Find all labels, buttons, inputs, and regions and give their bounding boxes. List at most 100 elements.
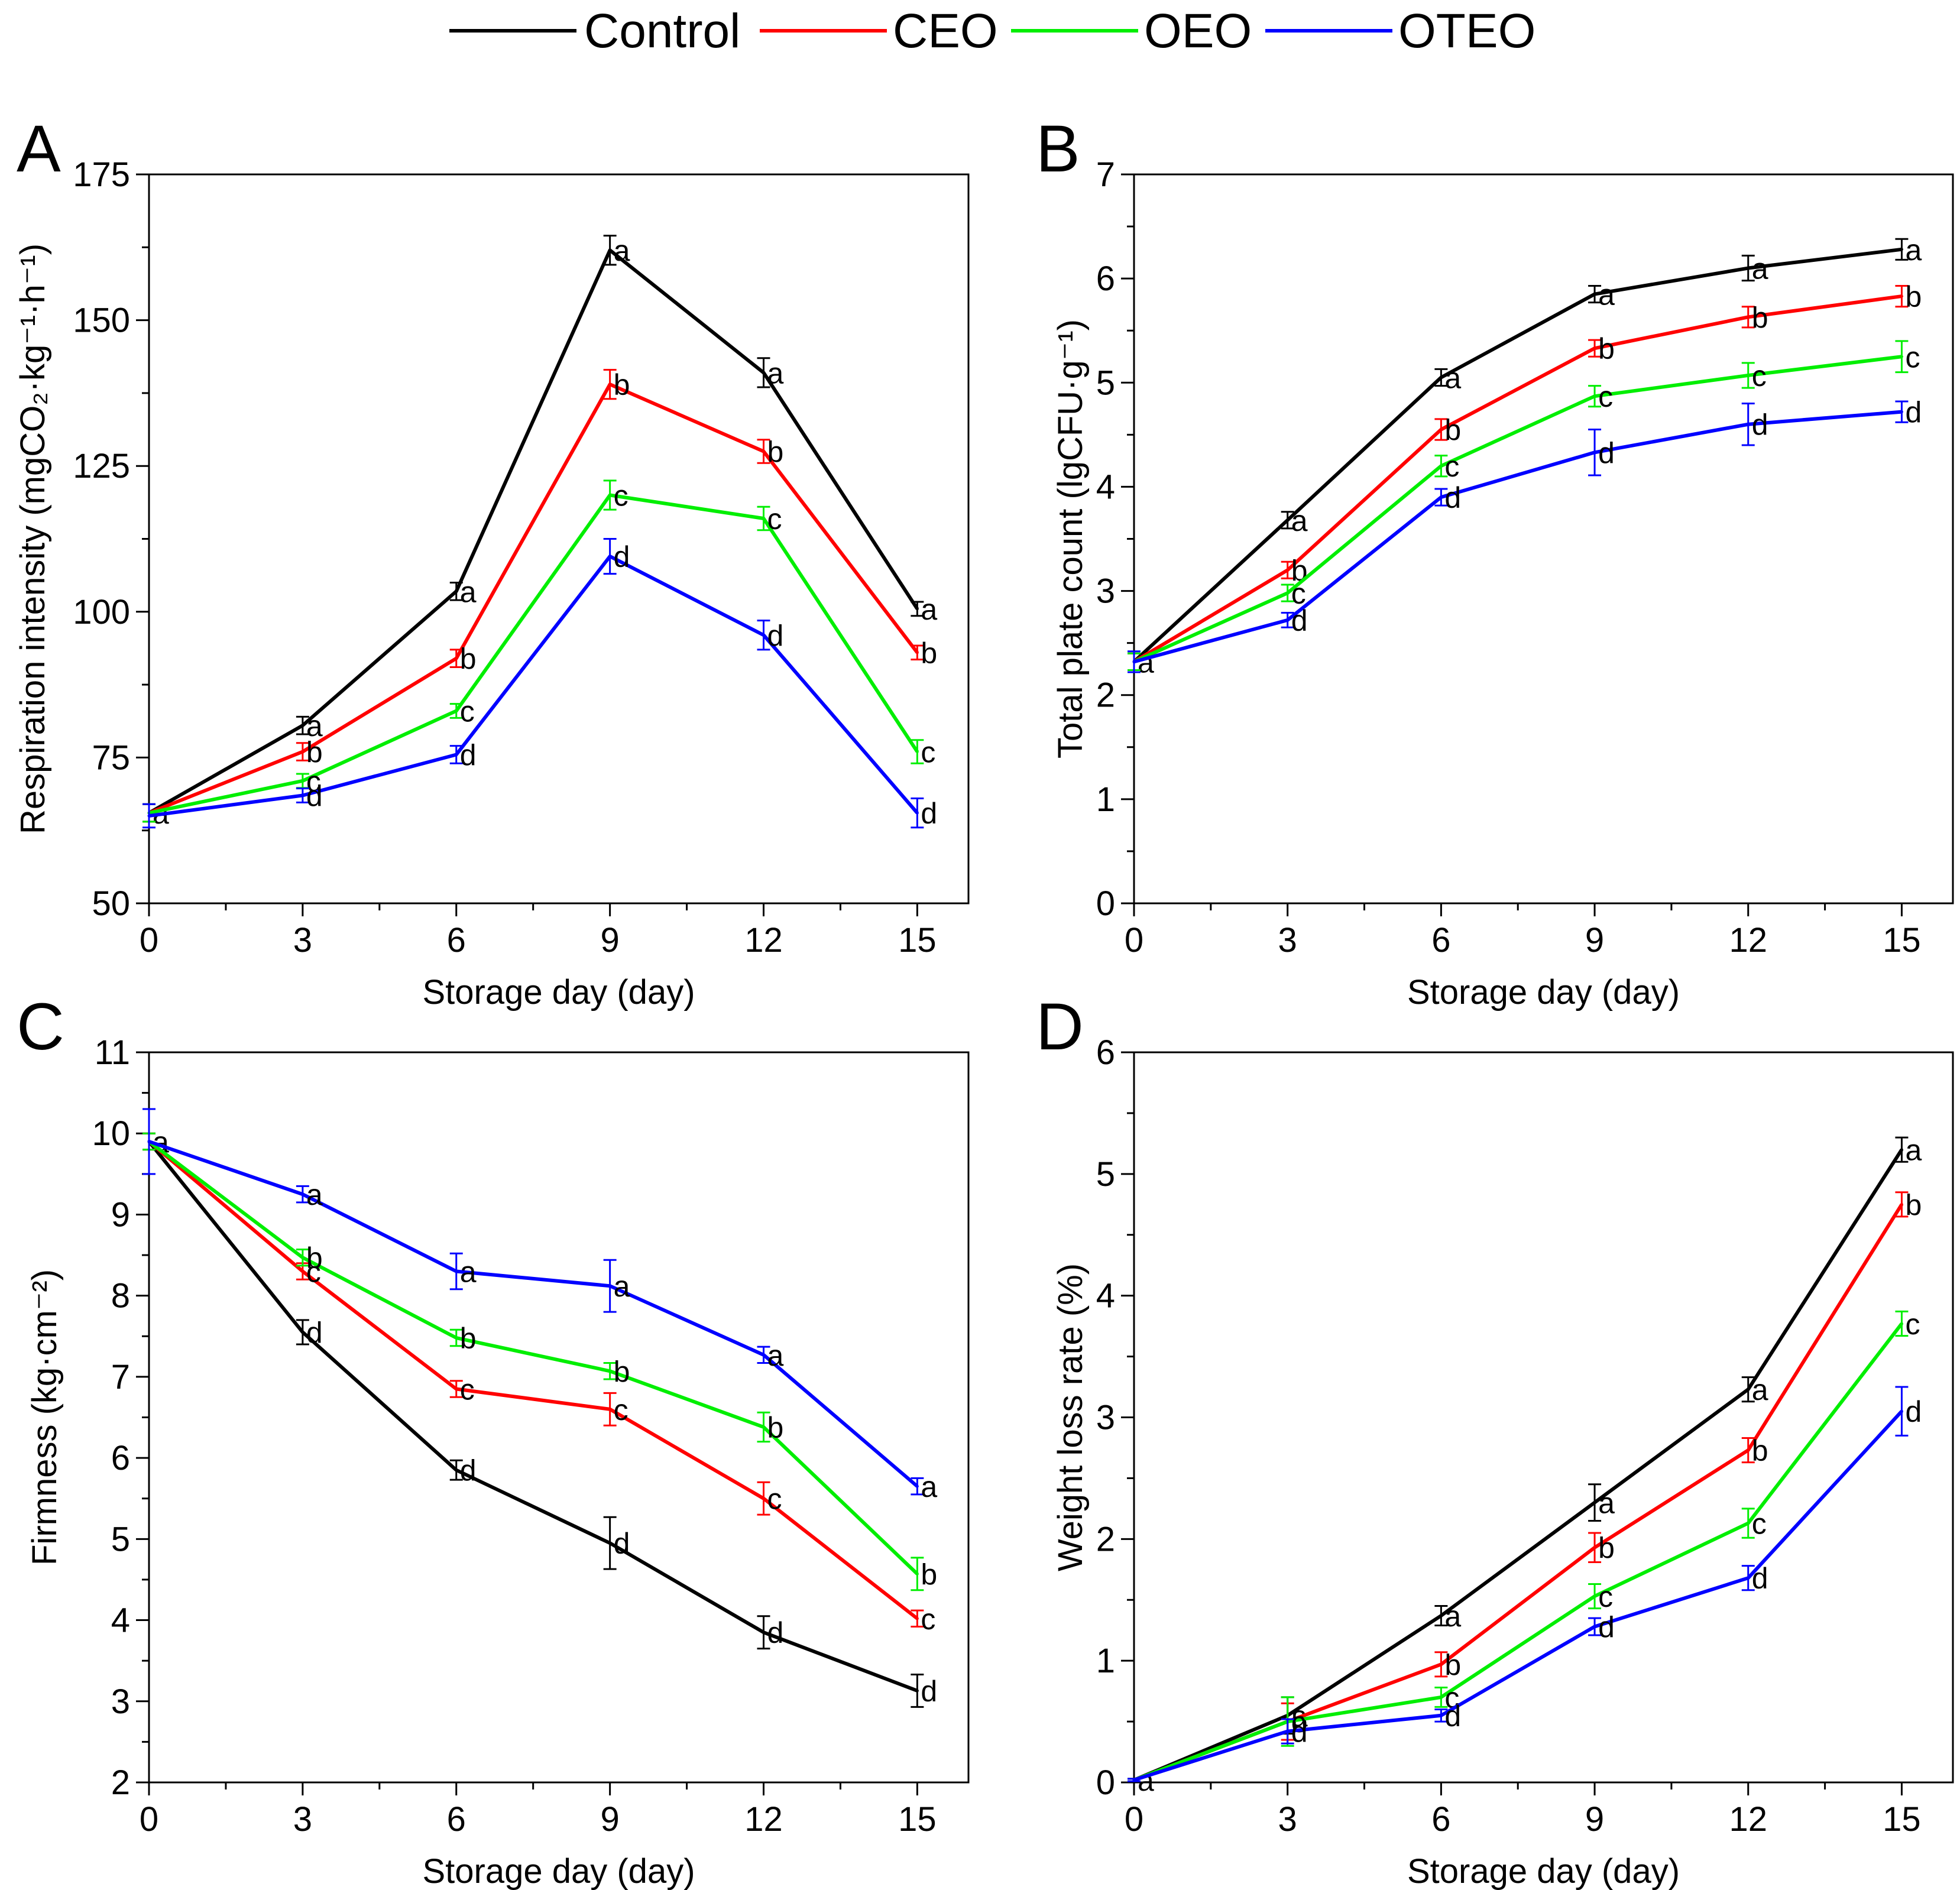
panel-c-letter: C [17, 990, 64, 1064]
panel-a-series-control-sig-letter: a [306, 709, 323, 743]
panel-c-y-tick-label: 5 [111, 1520, 130, 1558]
panel-d-x-tick-label: 9 [1585, 1800, 1604, 1839]
panel-d-series-oteo-point [1286, 1730, 1290, 1733]
panel-c-series-oeo-sig-letter: b [614, 1355, 630, 1388]
legend-label-oteo: OTEO [1398, 4, 1535, 58]
panel-d-series-oeo-point [1747, 1522, 1750, 1525]
panel-c-series-control-sig-letter: d [460, 1454, 477, 1487]
panel-a-series-control-line [148, 248, 919, 815]
panel-c-y-tick-label: 11 [95, 1033, 130, 1072]
panel-a-series-control-sig-letter: a [460, 575, 477, 608]
panel-d-series-oteo-point [1900, 1409, 1903, 1413]
panel-a-series-oteo-point [301, 794, 304, 798]
panel-d-series-control-line [1133, 1149, 1903, 1782]
panel-d-y-tick-label: 1 [1096, 1642, 1115, 1680]
panel-b-series-ceo-point [1747, 315, 1750, 319]
panel-a-x-axis-label: Storage day (day) [422, 973, 695, 1012]
panel-a-y-tick-label: 125 [73, 447, 130, 485]
panel-c-series-ceo-sig-letter: c [767, 1483, 782, 1516]
panel-d-series-oeo-sig-letter: c [1598, 1580, 1613, 1613]
panel-a-series-oteo-point [455, 753, 458, 756]
panel-a-series-control-point [455, 589, 458, 593]
panel-b-series-oteo-sig-letter: d [1752, 409, 1768, 442]
panel-b-y-axis-label: Total plate count (lgCFU·g⁻¹) [1051, 319, 1090, 758]
panel-b-letter: B [1036, 112, 1080, 186]
panel-a-series-ceo-line [148, 382, 919, 815]
panel-a-x-tick-label: 9 [600, 921, 619, 959]
panel-c-series-control-point [608, 1541, 612, 1545]
panel-c-series-oteo-point [608, 1284, 612, 1288]
panel-b-series-ceo-sig-letter: b [1905, 280, 1922, 313]
panel-a-series-ceo-point [301, 750, 304, 754]
panel-d-y-tick-label: 6 [1096, 1033, 1115, 1072]
panel-b-series-oeo-sig-letter: c [1752, 359, 1767, 393]
panel-c-series-ceo-sig-letter: c [460, 1373, 475, 1406]
panel-a-series-oteo-point [147, 814, 151, 818]
panel-b-series-control-sig-letter: a [1905, 234, 1922, 267]
panel-a-series-oeo-point [301, 779, 304, 783]
panel-b-series-oteo-point [1132, 660, 1136, 663]
panel-c-y-tick-label: 4 [111, 1602, 130, 1640]
panel-b-series-oteo-point [1593, 450, 1596, 454]
panel-b-series-ceo-point [1286, 568, 1290, 572]
panel-c-series-ceo-point [915, 1617, 919, 1620]
panel-a-letter: A [17, 112, 61, 186]
panel-d-series-control-point [1900, 1148, 1903, 1152]
panel-d-series-oteo-sig-letter: d [1598, 1611, 1615, 1644]
panel-a-y-axis-label: Respiration intensity (mgCO₂·kg⁻¹·h⁻¹) [14, 244, 52, 834]
panel-c-series-oeo-sig-letter: b [306, 1241, 323, 1275]
panel-a-series-oeo-sig-letter: c [921, 736, 935, 769]
panel-b-series-oeo-point [1286, 591, 1290, 595]
panel-b-series-control-point [1439, 375, 1443, 379]
legend-label-control: Control [584, 4, 740, 58]
panel-d-series-oteo-point [1132, 1778, 1136, 1782]
panel-c-series-ceo-point [301, 1270, 304, 1273]
panel-b-series-control-sig-letter: a [1291, 504, 1308, 537]
panel-c-y-tick-label: 6 [111, 1439, 130, 1477]
panel-d-series-ceo-point [1593, 1546, 1596, 1549]
panel-c-y-tick-label: 10 [92, 1114, 130, 1153]
panel-d-series-oteo-line [1133, 1410, 1903, 1782]
panel-a-series-control-point [762, 371, 765, 374]
panel-b-series-ceo-point [1900, 294, 1903, 298]
panel-c-series-oeo-line [148, 1140, 919, 1575]
panel-b-x-tick-label: 3 [1278, 921, 1297, 959]
panel-d-series-ceo-point [1900, 1202, 1903, 1206]
panel-d-series-oteo-sig-letter: d [1752, 1562, 1768, 1595]
panel-a-series-oteo-point [915, 811, 919, 815]
panel-b-y-tick-label: 2 [1096, 676, 1115, 715]
panel-b-series-oteo-sig-letter: d [1444, 481, 1461, 514]
panel-c-series-ceo-point [455, 1387, 458, 1390]
panel-d-series-oteo-point [1747, 1576, 1750, 1580]
panel-a-series-ceo-point [455, 657, 458, 660]
panel-b-x-tick-label: 6 [1431, 921, 1450, 959]
panel-d-series-oeo-sig-letter: c [1905, 1308, 1920, 1341]
panel-a-series-oteo-point [608, 555, 612, 558]
panel-d-y-tick-label: 0 [1096, 1763, 1115, 1802]
panel-d-series-oteo-point [1593, 1625, 1596, 1629]
panel-d-series-ceo-point [1439, 1662, 1443, 1666]
panel-d-series-oteo-point [1439, 1714, 1443, 1717]
panel-b-y-tick-label: 3 [1096, 572, 1115, 611]
panel-c-series-ceo-sig-letter: c [921, 1603, 935, 1636]
panel-c-y-tick-label: 7 [111, 1358, 130, 1396]
panel-a-y-tick-label: 100 [73, 593, 130, 631]
panel-b-x-tick-label: 12 [1729, 921, 1767, 959]
panel-c-x-tick-label: 0 [140, 1800, 158, 1839]
panel-b-series-oeo-point [1593, 394, 1596, 398]
panel-c-series-control-point [455, 1468, 458, 1472]
panel-d-series-control-sig-letter: a [1598, 1487, 1615, 1520]
panel-c-y-tick-label: 3 [111, 1682, 130, 1721]
panel-c-series-oteo-sig-letter: a [921, 1470, 937, 1503]
panel-d-series-control-point [1439, 1614, 1443, 1617]
panel-a-series-oeo-point [915, 750, 919, 754]
panel-c-series-control-sig-letter: d [767, 1616, 784, 1649]
panel-d-series-oeo-point [1900, 1322, 1903, 1325]
panel-c-series-oteo-point [762, 1353, 765, 1357]
panel-b-x-tick-label: 9 [1585, 921, 1604, 959]
panel-d-x-tick-label: 15 [1883, 1800, 1921, 1839]
panel-d-series-control-point [1593, 1501, 1596, 1505]
panel-a-y-tick-label: 150 [73, 302, 130, 340]
